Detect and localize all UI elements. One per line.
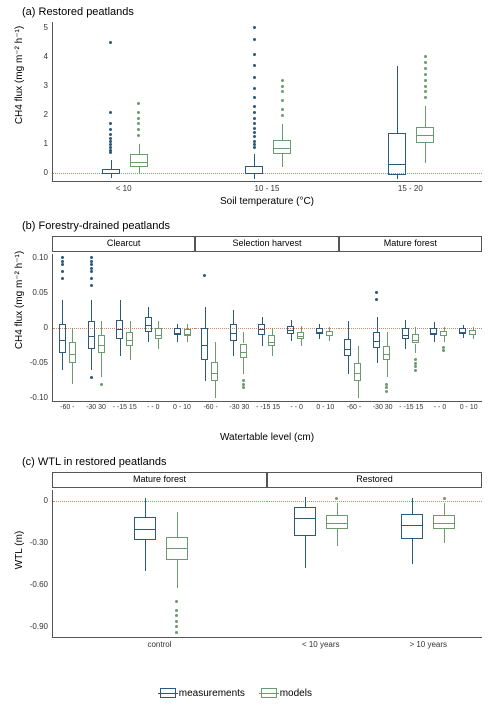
box: [134, 517, 156, 541]
panel-b-title: (b) Forestry-drained peatlands: [22, 220, 170, 232]
facet-label: Clearcut: [52, 236, 195, 252]
panel-c-ylabel: WTL (m): [14, 510, 25, 590]
box: [294, 507, 316, 536]
box: [273, 140, 291, 155]
facet-label: Mature forest: [52, 472, 267, 488]
ytick: -0.30: [30, 538, 48, 547]
legend-swatch-measurements: [160, 688, 176, 698]
ytick: 4: [44, 52, 48, 61]
legend-swatch-models: [261, 688, 277, 698]
panel-a-ylabel: CH4 flux (mg m⁻² h⁻¹): [14, 5, 25, 145]
panel-a-plot: [52, 22, 482, 182]
box: [388, 133, 406, 175]
xtick: - -15 15: [398, 404, 424, 411]
box: [59, 324, 66, 352]
xtick: -30 30: [226, 404, 252, 411]
ytick: -0.60: [30, 580, 48, 589]
box: [326, 515, 348, 529]
box: [401, 514, 423, 539]
ytick: 0: [44, 168, 48, 177]
ytick: 0: [44, 323, 48, 332]
panel-b-plot: ClearcutSelection harvestMature forest: [52, 236, 482, 414]
legend-label-measurements: measurements: [179, 688, 245, 699]
xtick: - - 0: [140, 404, 166, 411]
box: [184, 329, 191, 336]
box: [69, 342, 76, 363]
ytick: -0.05: [30, 358, 48, 367]
ytick: 3: [44, 81, 48, 90]
box: [373, 332, 380, 348]
ytick: 0.10: [32, 253, 48, 262]
box: [240, 344, 247, 358]
ytick: 0.05: [32, 288, 48, 297]
xtick: 0 - 10: [312, 404, 338, 411]
xtick: -30 30: [370, 404, 396, 411]
xtick: < 10: [99, 184, 149, 193]
xtick: 15 - 20: [385, 184, 435, 193]
box: [344, 339, 351, 357]
box: [166, 537, 188, 559]
ytick: 1: [44, 139, 48, 148]
ytick: 5: [44, 23, 48, 32]
box: [155, 328, 162, 339]
xtick: - - 0: [427, 404, 453, 411]
box: [268, 335, 275, 346]
box: [145, 317, 152, 331]
panel-b-xlabel: Watertable level (cm): [52, 432, 482, 443]
legend-label-models: models: [280, 688, 312, 699]
box: [297, 332, 304, 339]
box: [383, 346, 390, 360]
xtick: -60 -: [198, 404, 224, 411]
xtick: -60 -: [341, 404, 367, 411]
box: [88, 321, 95, 349]
xtick: - -15 15: [255, 404, 281, 411]
xtick: < 10 years: [291, 640, 351, 649]
panel-c-title: (c) WTL in restored peatlands: [22, 456, 166, 468]
box: [230, 324, 237, 340]
ytick: 0: [44, 496, 48, 505]
xtick: 10 - 15: [242, 184, 292, 193]
xtick: -30 30: [83, 404, 109, 411]
box: [130, 154, 148, 167]
xtick: - -15 15: [112, 404, 138, 411]
box: [402, 328, 409, 339]
xtick: -60 -: [54, 404, 80, 411]
box: [433, 515, 455, 529]
xtick: control: [130, 640, 190, 649]
box: [98, 335, 105, 353]
box: [211, 362, 218, 381]
facet-label: Selection harvest: [195, 236, 338, 252]
ytick: -0.10: [30, 393, 48, 402]
box: [416, 127, 434, 143]
panel-c-plot: Mature forestRestored: [52, 472, 482, 650]
facet-label: Mature forest: [339, 236, 482, 252]
xtick: 0 - 10: [169, 404, 195, 411]
box: [287, 326, 294, 334]
box: [174, 328, 181, 335]
box: [430, 328, 437, 335]
ytick: 2: [44, 110, 48, 119]
xtick: > 10 years: [398, 640, 458, 649]
ytick: -0.90: [30, 622, 48, 631]
box: [126, 332, 133, 346]
panel-a-xlabel: Soil temperature (°C): [52, 196, 482, 207]
box: [412, 334, 419, 344]
box: [354, 363, 361, 381]
panel-b-ylabel: CH4 flux (mg m⁻² h⁻¹): [14, 230, 25, 370]
facet-label: Restored: [267, 472, 482, 488]
xtick: 0 - 10: [456, 404, 482, 411]
box: [201, 328, 208, 360]
panel-a-title: (a) Restored peatlands: [22, 6, 134, 18]
box: [116, 320, 123, 339]
box: [245, 166, 263, 174]
box: [258, 324, 265, 335]
legend: measurements models: [160, 688, 312, 699]
xtick: - - 0: [284, 404, 310, 411]
